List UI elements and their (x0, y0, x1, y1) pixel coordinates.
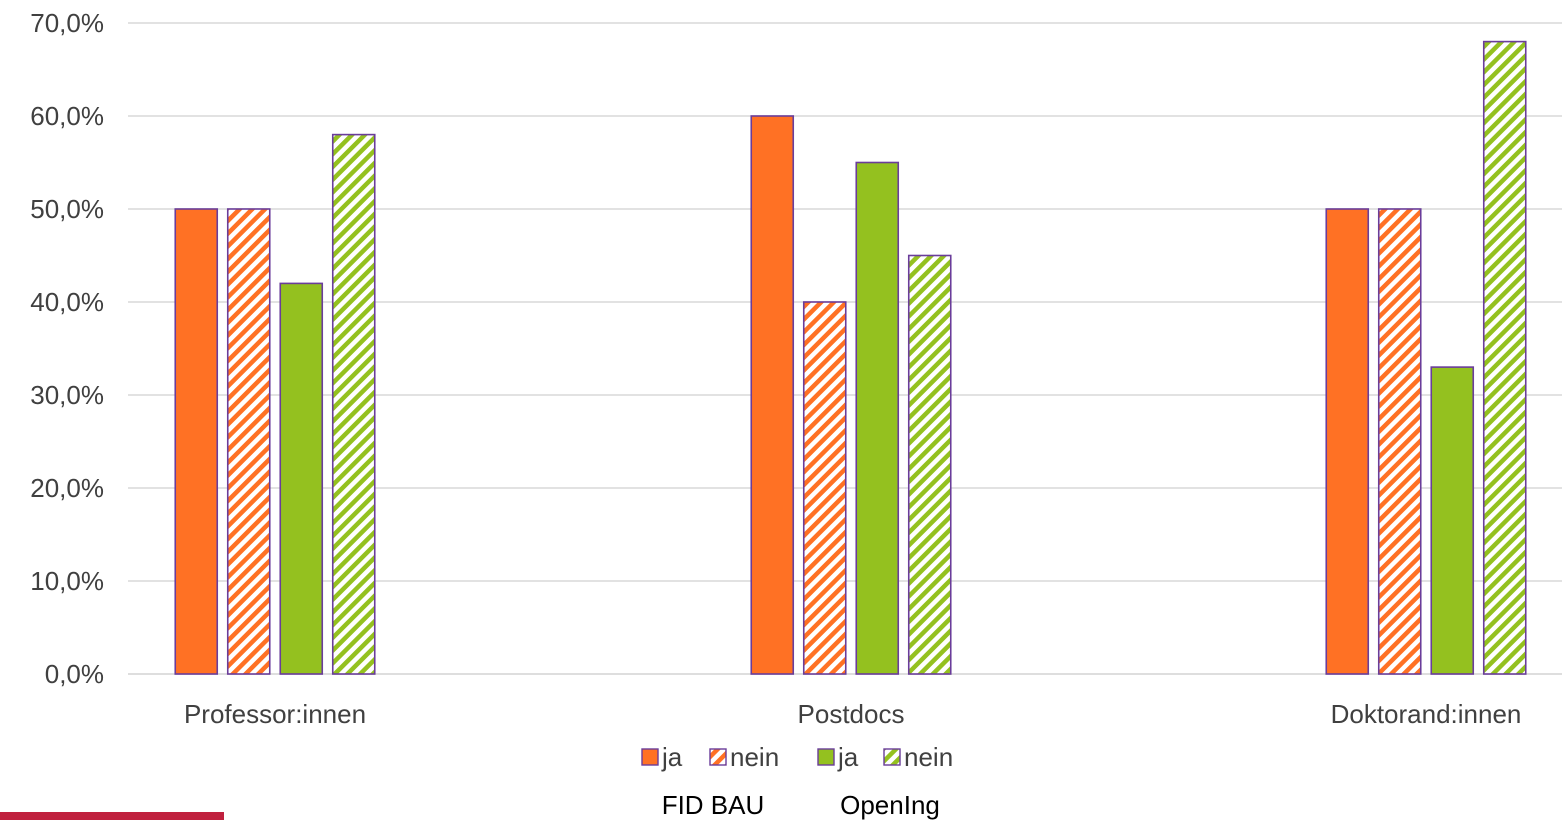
bar-fid-bau-ja (174, 208, 219, 675)
legend-group-label: FID BAU (662, 790, 765, 820)
legend-item: nein (883, 742, 953, 772)
bar-fid-bau-ja (1325, 208, 1370, 675)
legend-label: nein (730, 742, 779, 772)
bar-fid-bau-nein (226, 208, 271, 675)
x-category-label: Professor:innen (184, 699, 366, 729)
y-tick-label: 60,0% (30, 101, 104, 131)
legend-item: nein (709, 742, 779, 772)
x-axis-labels: Professor:innen Postdocs Doktorand:innen (184, 699, 1521, 729)
bar-opening-nein (331, 133, 376, 675)
y-tick-label: 70,0% (30, 8, 104, 38)
bar-fid-bau-nein (802, 301, 847, 675)
y-tick-label: 10,0% (30, 566, 104, 596)
bar-fid-bau-nein (1377, 208, 1422, 675)
y-axis-ticks: 0,0% 10,0% 20,0% 30,0% 40,0% 50,0% 60,0% 70,0% (30, 8, 104, 689)
bar-opening-nein (907, 254, 952, 675)
legend-label: ja (661, 742, 683, 772)
bars (174, 40, 1527, 675)
legend-swatch (883, 748, 901, 766)
accent-strip (0, 812, 224, 820)
bar-opening-nein (1482, 40, 1527, 675)
bar-opening-ja (1430, 366, 1475, 675)
legend-swatch (709, 748, 727, 766)
legend-group-label: OpenIng (840, 790, 940, 820)
legend-swatch (641, 748, 659, 766)
legend-item: ja (817, 742, 859, 772)
bar-fid-bau-ja (750, 115, 795, 675)
x-category-label: Doktorand:innen (1331, 699, 1522, 729)
bar-opening-ja (279, 282, 324, 675)
legend-item: ja (641, 742, 683, 772)
y-tick-label: 20,0% (30, 473, 104, 503)
y-tick-label: 0,0% (45, 659, 104, 689)
y-tick-label: 30,0% (30, 380, 104, 410)
legend-label: ja (837, 742, 859, 772)
y-tick-label: 50,0% (30, 194, 104, 224)
x-category-label: Postdocs (798, 699, 905, 729)
legend: ja nein ja nein FID BAU OpenIng (641, 742, 953, 820)
y-tick-label: 40,0% (30, 287, 104, 317)
legend-swatch (817, 748, 835, 766)
legend-label: nein (904, 742, 953, 772)
bar-opening-ja (855, 161, 900, 675)
